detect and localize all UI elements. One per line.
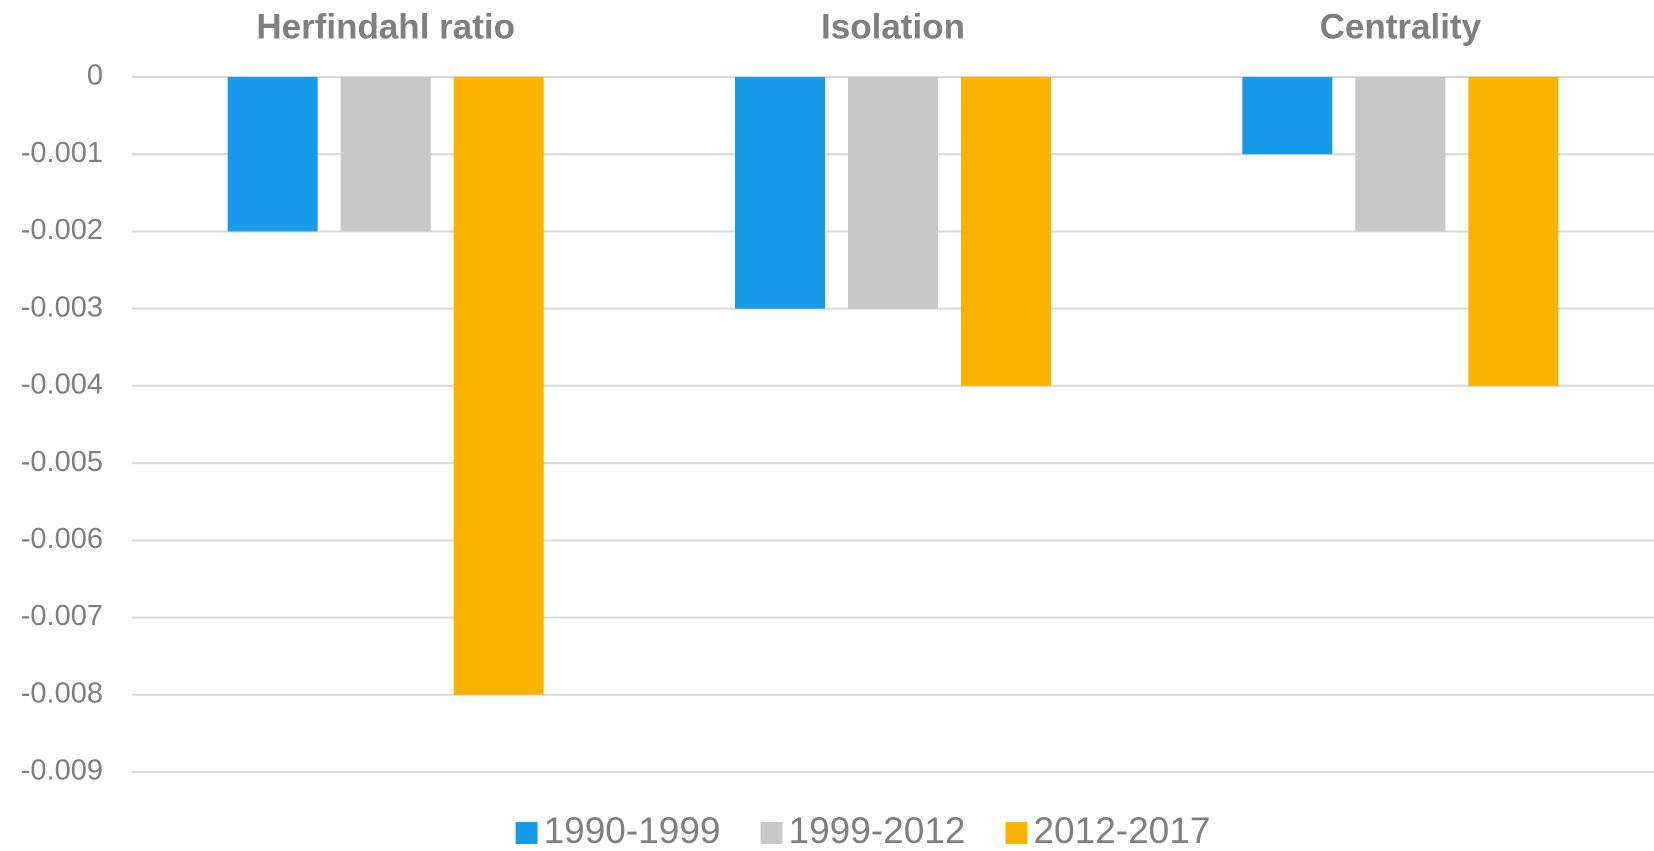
y-tick-label: -0.007	[21, 600, 103, 632]
y-tick-label: -0.008	[21, 677, 103, 709]
y-tick-label: -0.005	[21, 446, 103, 478]
y-tick-label: 0	[87, 60, 103, 92]
bar	[1468, 77, 1559, 386]
bar	[227, 77, 318, 232]
y-tick-label: -0.006	[21, 523, 103, 555]
bar	[453, 77, 544, 695]
legend-swatch	[1005, 822, 1028, 844]
bar	[1242, 77, 1333, 155]
category-label: Centrality	[1320, 7, 1482, 46]
legend-label: 2012-2017	[1033, 810, 1210, 851]
legend-item: 2012-2017	[1005, 810, 1210, 851]
bar	[340, 77, 431, 232]
category-label: Isolation	[821, 7, 965, 46]
y-tick-label: -0.004	[21, 369, 103, 401]
y-tick-label: -0.003	[21, 291, 103, 323]
bar	[735, 77, 825, 309]
legend-label: 1999-2012	[789, 810, 966, 851]
legend-label: 1990-1999	[544, 810, 721, 851]
legend-swatch	[515, 822, 538, 844]
bar	[1355, 77, 1446, 232]
category-label: Herfindahl ratio	[256, 7, 515, 46]
bar	[961, 77, 1051, 386]
bar	[848, 77, 938, 309]
legend-item: 1990-1999	[515, 810, 721, 851]
legend-item: 1999-2012	[760, 810, 966, 851]
y-tick-label: -0.001	[21, 137, 103, 169]
legend-swatch	[760, 822, 783, 844]
y-tick-label: -0.009	[21, 755, 103, 787]
y-tick-label: -0.002	[21, 214, 103, 246]
